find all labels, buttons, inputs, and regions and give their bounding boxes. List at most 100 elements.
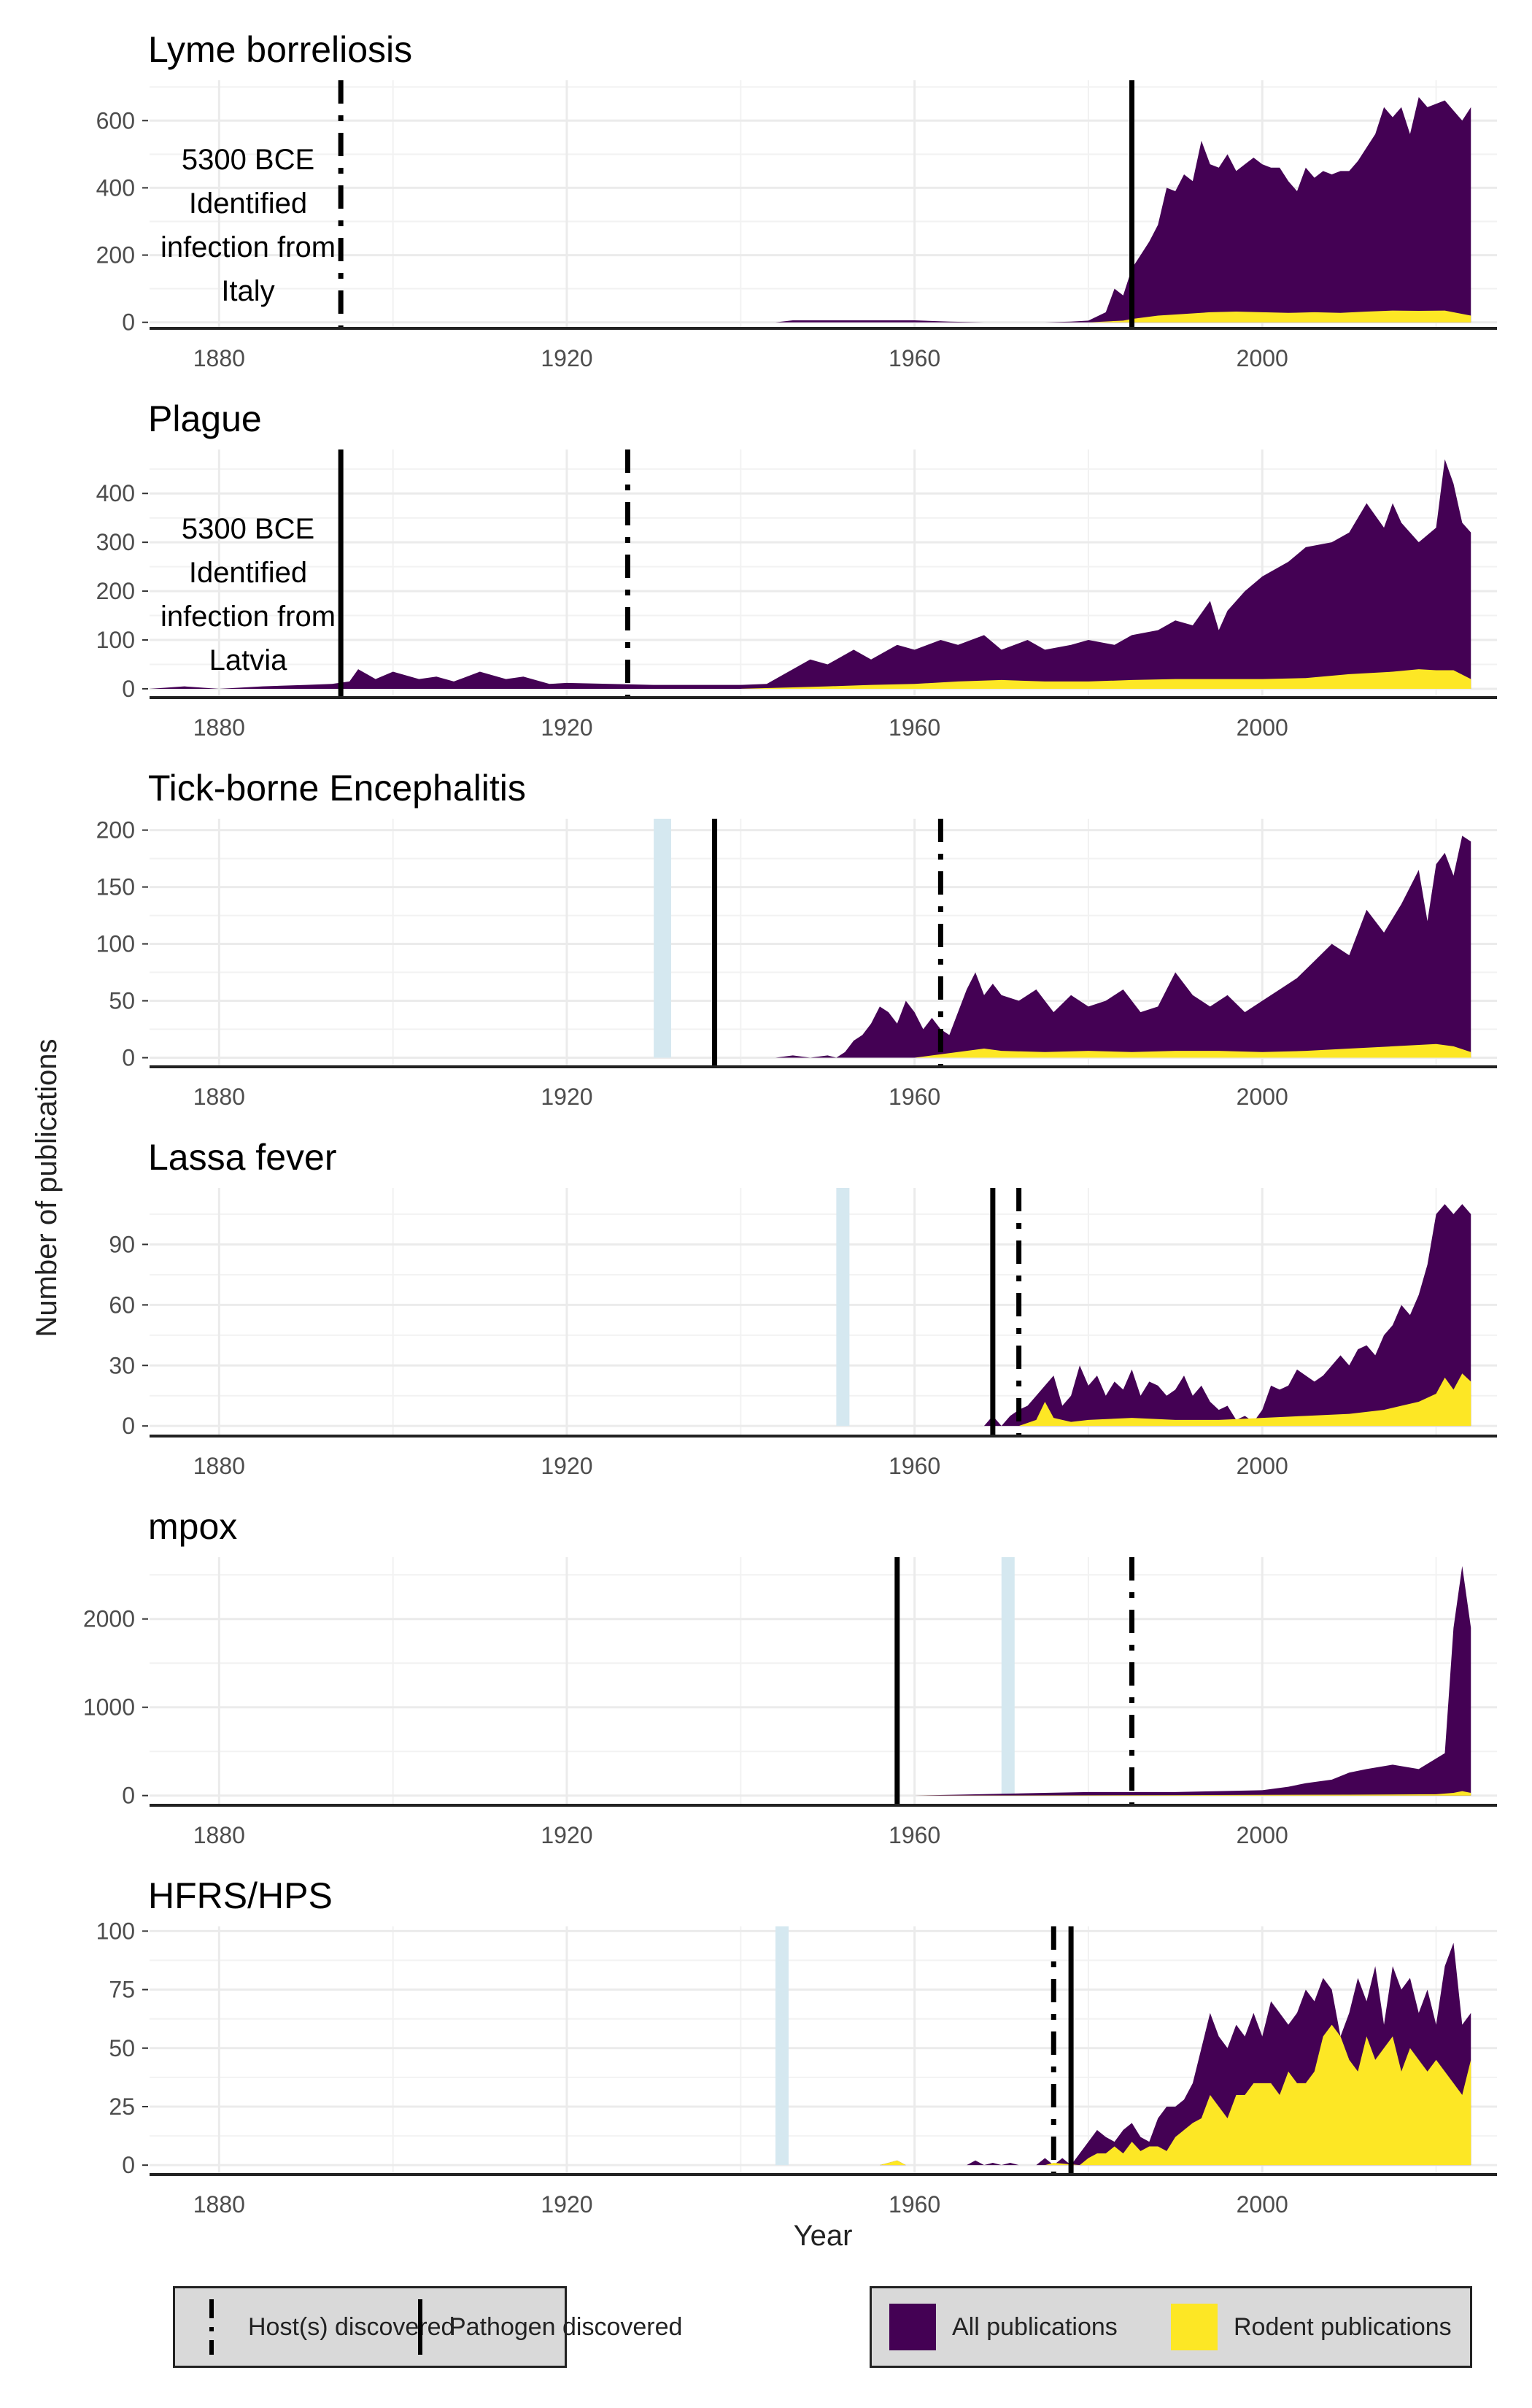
y-tick-label: 600 [96, 107, 135, 134]
x-tick-label: 1960 [889, 1084, 940, 1110]
y-tick-label: 100 [96, 627, 135, 653]
y-tick-label: 50 [109, 2035, 135, 2061]
y-axis-label: Number of publications [31, 1038, 63, 1337]
x-tick-label: 1880 [193, 2191, 245, 2218]
y-tick-label: 0 [122, 676, 135, 702]
x-tick-label: 1960 [889, 1453, 940, 1479]
y-tick-label: 25 [109, 2094, 135, 2120]
y-tick-label: 300 [96, 529, 135, 555]
x-tick-label: 1920 [541, 2191, 592, 2218]
panel-title: Lyme borreliosis [148, 29, 412, 70]
host-note-line: 5300 BCE [182, 513, 314, 545]
panel-2: Tick-borne Encephalitis 0 50 100 150 200 1880 1… [96, 768, 1497, 1110]
x-tick-label: 1880 [193, 1453, 245, 1479]
panel-0: Lyme borreliosis 5300 BCE Identified infect… [96, 29, 1497, 371]
emergence-band [1001, 1557, 1015, 1796]
y-tick-label: 0 [122, 2152, 135, 2178]
legend-swatch-rodent [1171, 2304, 1218, 2350]
x-tick-label: 1960 [889, 1822, 940, 1848]
x-tick-label: 1880 [193, 1084, 245, 1110]
solid-line-icon [418, 2299, 422, 2355]
rodent-publications-area [150, 669, 1471, 689]
host-note-line: Italy [221, 275, 274, 307]
all-publications-area [983, 1204, 1471, 1427]
legend-item-all: All publications [889, 2288, 1118, 2366]
legend-label-rodent: Rodent publications [1234, 2312, 1452, 2341]
x-tick-label: 2000 [1237, 1453, 1288, 1479]
y-tick-label: 90 [109, 1231, 135, 1257]
panel-3: Lassa fever 0 30 60 90 1880 1920 1960 2000 [109, 1137, 1497, 1479]
panel-title: mpox [148, 1506, 237, 1547]
host-note-line: infection from [160, 231, 336, 263]
legend-item-rodent: Rodent publications [1171, 2288, 1452, 2366]
y-tick-label: 200 [96, 578, 135, 604]
y-tick-label: 60 [109, 1292, 135, 1318]
host-note-line: infection from [160, 601, 336, 633]
y-tick-label: 50 [109, 988, 135, 1014]
x-tick-label: 2000 [1237, 1822, 1288, 1848]
emergence-band [654, 819, 671, 1058]
panel-title: Tick-borne Encephalitis [148, 768, 526, 809]
all-publications-area [775, 836, 1471, 1058]
legend-label-pathogen: Pathogen discovered [449, 2312, 683, 2341]
y-tick-label: 30 [109, 1352, 135, 1378]
all-publications-area [150, 459, 1471, 689]
x-tick-label: 2000 [1237, 714, 1288, 741]
all-publications-area [914, 1566, 1471, 1796]
panel-title: Lassa fever [148, 1137, 336, 1178]
rodent-publications-area [775, 310, 1471, 323]
x-tick-label: 1920 [541, 1453, 592, 1479]
y-tick-label: 0 [122, 1783, 135, 1809]
y-tick-label: 150 [96, 874, 135, 900]
y-tick-label: 200 [96, 242, 135, 269]
x-tick-label: 2000 [1237, 2191, 1288, 2218]
x-tick-label: 1880 [193, 714, 245, 741]
y-tick-label: 2000 [83, 1606, 135, 1632]
emergence-band [775, 1926, 789, 2166]
x-tick-label: 1880 [193, 345, 245, 371]
event-legend: Host(s) discovered Pathogen discovered [173, 2286, 682, 2368]
rodent-publications-area [983, 1373, 1471, 1427]
rodent-publications-area [775, 1043, 1471, 1058]
y-tick-label: 100 [96, 931, 135, 957]
panel-title: Plague [148, 398, 262, 439]
x-axis-label: Year [794, 2220, 853, 2252]
y-tick-label: 1000 [83, 1694, 135, 1721]
panel-1: Plague 5300 BCE Identified infection from La… [96, 398, 1497, 741]
x-tick-label: 2000 [1237, 345, 1288, 371]
y-tick-label: 400 [96, 480, 135, 506]
host-note-line: Identified [189, 188, 307, 220]
y-tick-label: 0 [122, 1413, 135, 1439]
y-tick-label: 400 [96, 174, 135, 201]
legend-item-pathogen: Pathogen discovered [413, 2288, 682, 2366]
panel-5: HFRS/HPS 0 25 50 75 100 1880 1920 1960 2000 [96, 1875, 1497, 2218]
series-legend: All publications Rodent publications [870, 2286, 1472, 2368]
x-tick-label: 1920 [541, 345, 592, 371]
y-tick-label: 100 [96, 1918, 135, 1944]
rodent-publications-area [914, 1791, 1471, 1796]
panels: Lyme borreliosis 5300 BCE Identified infect… [83, 29, 1497, 2218]
x-tick-label: 1920 [541, 1084, 592, 1110]
x-tick-label: 1880 [193, 1822, 245, 1848]
host-note-line: Latvia [209, 644, 287, 676]
x-tick-label: 1960 [889, 2191, 940, 2218]
panel-4: mpox 0 1000 2000 1880 1920 1960 2000 [83, 1506, 1497, 1848]
dashed-line-icon [209, 2299, 214, 2355]
emergence-band [836, 1188, 850, 1427]
x-tick-label: 1920 [541, 1822, 592, 1848]
all-publications-area [775, 97, 1471, 323]
panel-title: HFRS/HPS [148, 1875, 333, 1916]
y-tick-label: 200 [96, 817, 135, 844]
x-tick-label: 1960 [889, 714, 940, 741]
y-tick-label: 0 [122, 309, 135, 336]
rodent-publications-area [879, 2024, 1471, 2166]
x-tick-label: 2000 [1237, 1084, 1288, 1110]
host-note-line: Identified [189, 557, 307, 589]
y-tick-label: 0 [122, 1045, 135, 1071]
x-tick-label: 1960 [889, 345, 940, 371]
x-tick-label: 1920 [541, 714, 592, 741]
host-note-line: 5300 BCE [182, 144, 314, 176]
y-tick-label: 75 [109, 1977, 135, 2003]
legend-label-all: All publications [952, 2312, 1118, 2341]
